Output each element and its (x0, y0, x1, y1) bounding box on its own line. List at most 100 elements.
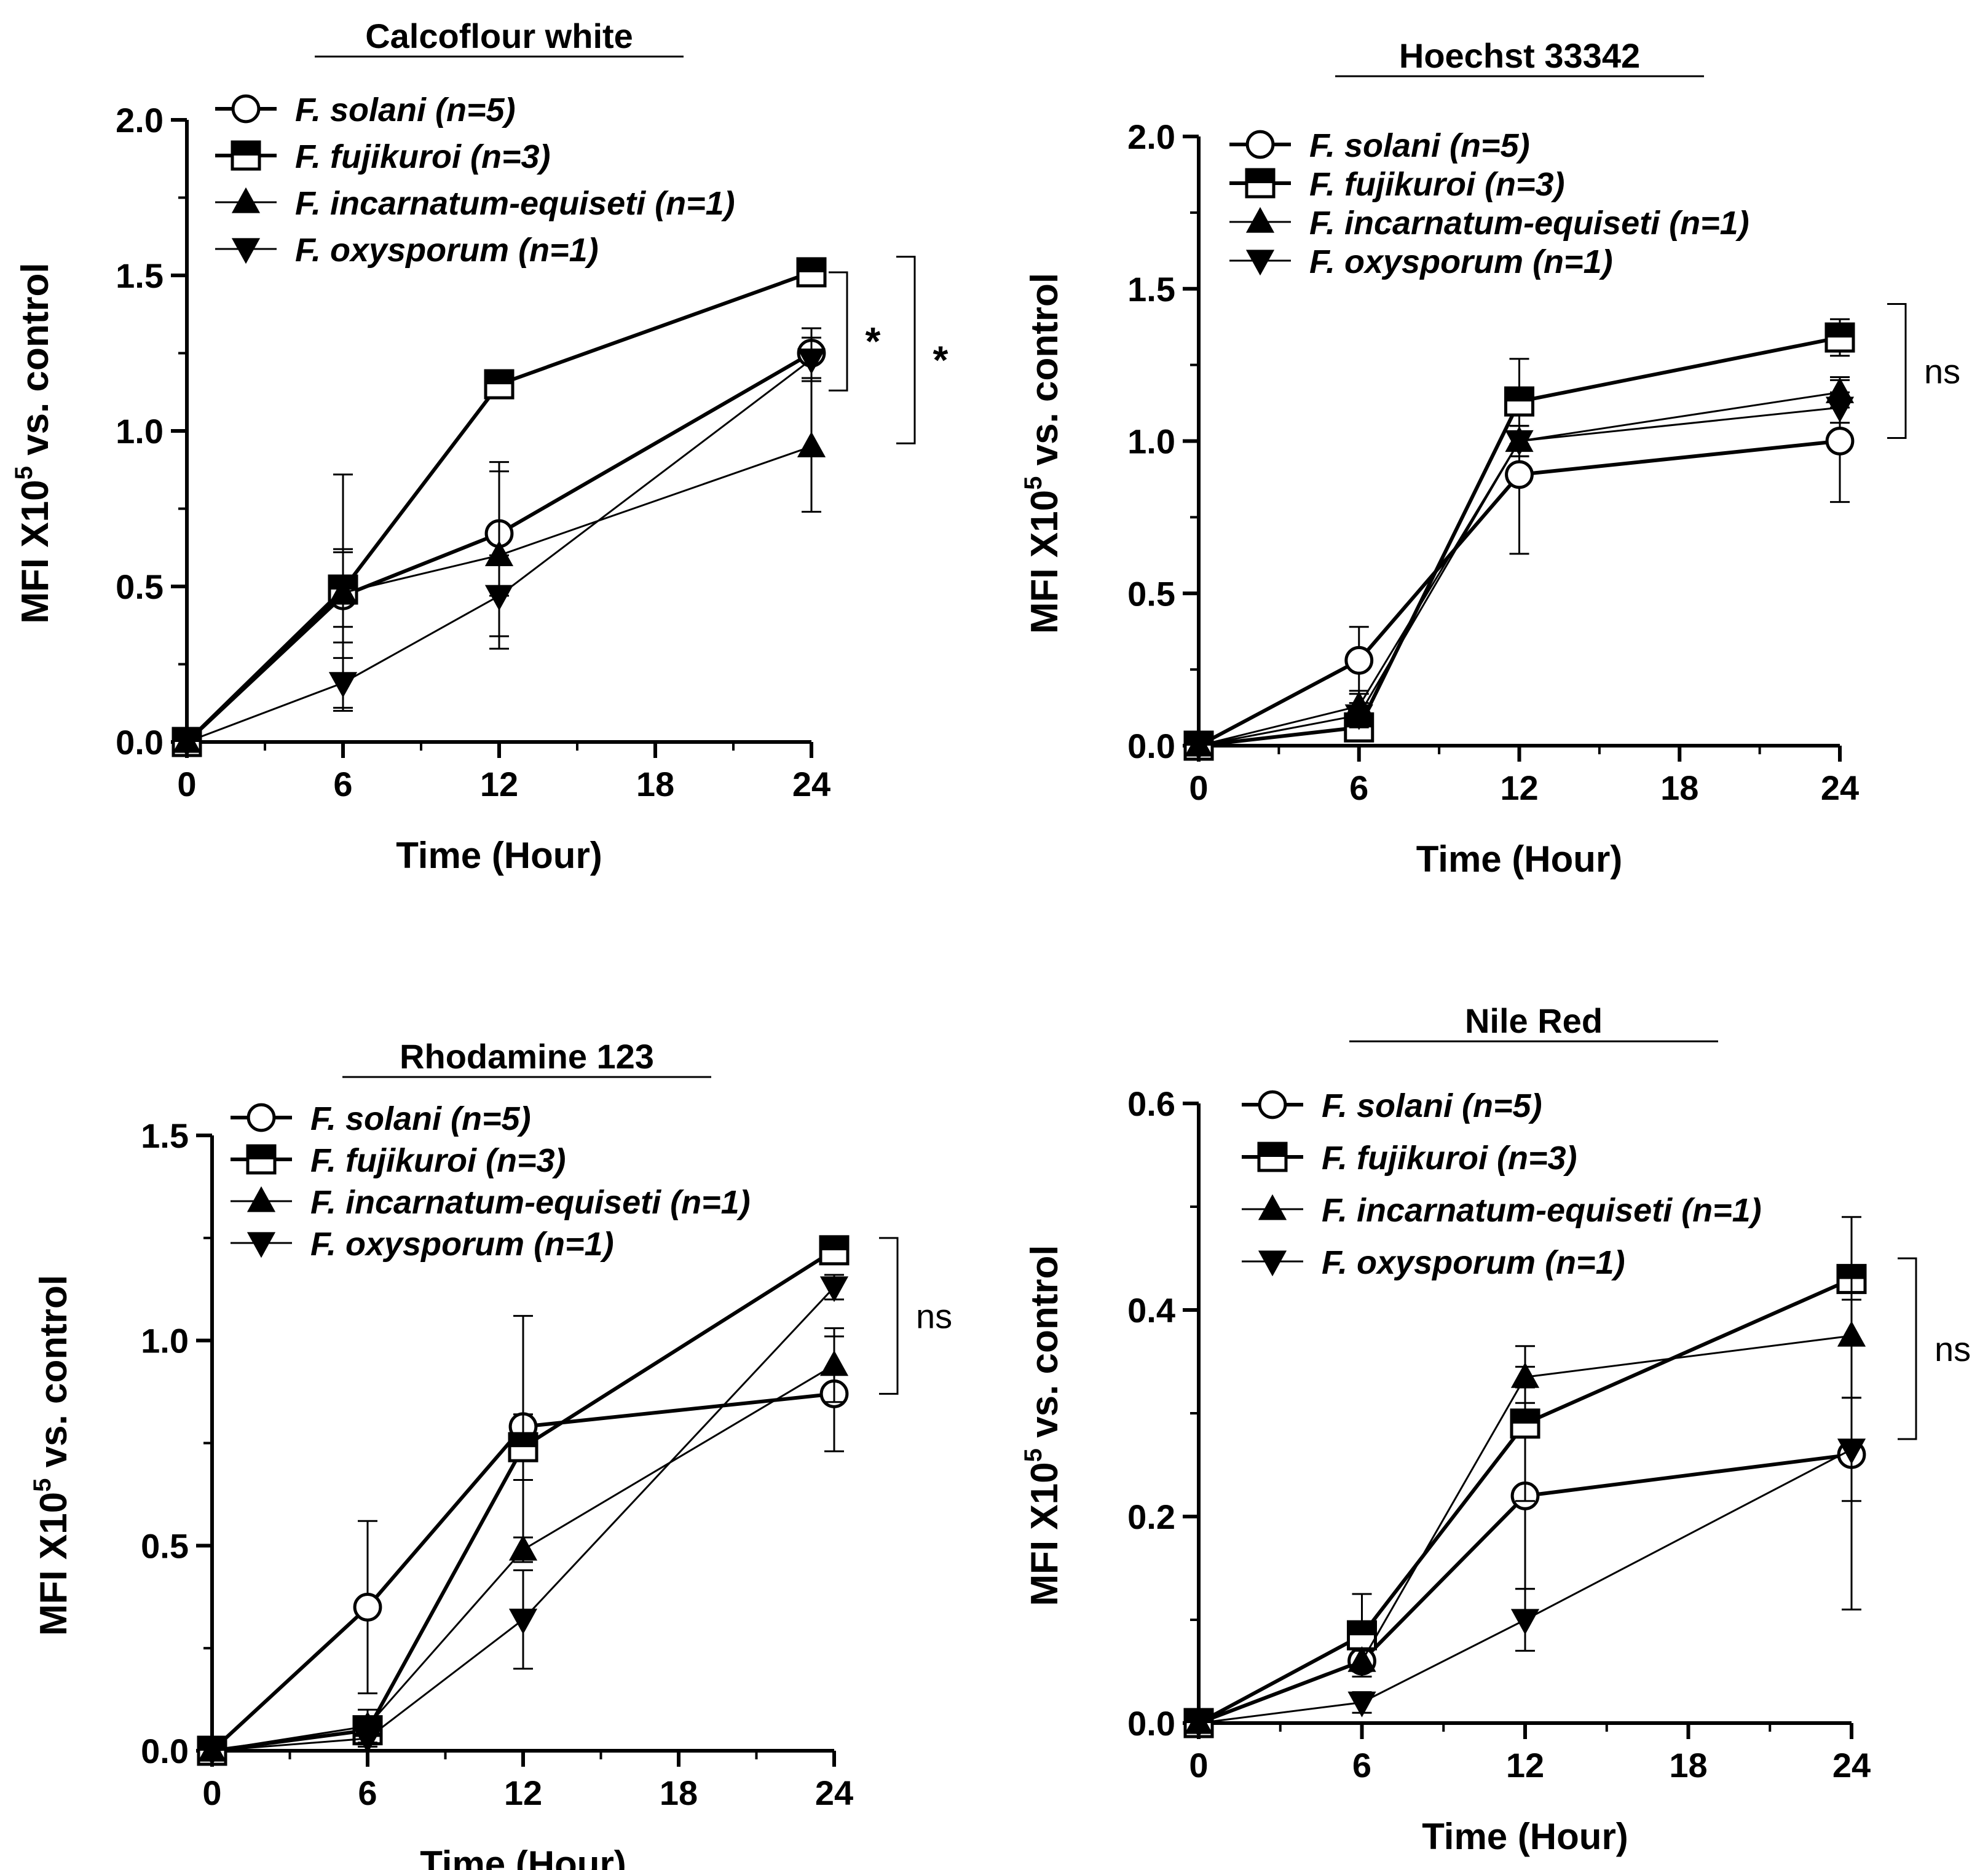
y-tick-label: 1.0 (1127, 422, 1175, 461)
legend-label: F. incarnatum-equiseti (n=1) (295, 185, 735, 222)
series-4 (1184, 1397, 1866, 1738)
legend-marker (247, 1186, 276, 1212)
legend-marker (231, 238, 261, 264)
data-point-marker (1510, 1362, 1540, 1388)
data-point-marker (1347, 1691, 1376, 1718)
x-tick-label: 18 (636, 765, 674, 803)
significance-label: ns (916, 1297, 952, 1336)
y-axis-label: MFI X105 vs. control (1020, 273, 1066, 634)
significance-label: * (933, 337, 949, 382)
legend-label: F. fujikuroi (n=3) (1322, 1140, 1577, 1177)
x-tick-label: 12 (504, 1773, 542, 1812)
y-axis-label-prefix: MFI X10 (1024, 1462, 1066, 1606)
series-4 (197, 1274, 849, 1766)
y-tick-label: 0.0 (1127, 1704, 1175, 1743)
legend-label: F. incarnatum-equiseti (n=1) (1322, 1192, 1762, 1229)
data-point-marker (484, 369, 515, 400)
x-axis-label: Time (Hour) (396, 835, 602, 876)
marker-square-fill (1838, 1265, 1865, 1279)
data-point-marker (484, 540, 514, 566)
significance-bracket: * (829, 271, 881, 392)
data-point-marker (1505, 460, 1534, 489)
legend-marker (1258, 1250, 1287, 1277)
legend-label: F. fujikuroi (n=3) (310, 1142, 566, 1179)
data-point-marker (819, 1235, 850, 1266)
series-3 (172, 380, 826, 753)
series-line (1197, 1277, 1853, 1725)
legend-item-4: F. oxysporum (n=1) (1242, 1244, 1625, 1281)
series-line (211, 1249, 835, 1753)
series-line (1198, 1448, 1852, 1724)
x-tick-label: 0 (202, 1773, 221, 1812)
data-point-marker (1505, 430, 1534, 456)
legend-item-1: F. solani (n=5) (215, 92, 516, 128)
y-axis-label-prefix: MFI X10 (33, 1492, 75, 1636)
x-tick-label: 12 (1506, 1746, 1544, 1785)
significance-bracket: ns (879, 1237, 952, 1395)
y-axis-label-exponent: 5 (29, 1478, 56, 1492)
legend-label: F. oxysporum (n=1) (310, 1226, 614, 1263)
y-tick-label: 0.5 (141, 1526, 189, 1565)
y-tick-label: 0.0 (116, 723, 164, 762)
chart-panel-3: Rhodamine 123 0.0 0.5 1.0 1.5 0 6 12 18 24 Time (H… (29, 1037, 952, 1870)
marker-square-fill (248, 1146, 275, 1159)
y-axis-label: MFI X105 vs. control (1020, 1245, 1066, 1606)
data-point-marker (1347, 1620, 1377, 1651)
marker-square-fill (1505, 388, 1533, 402)
legend-item-2: F. fujikuroi (n=3) (215, 138, 551, 175)
marker-square-fill (1826, 324, 1853, 338)
legend-item-1: F. solani (n=5) (1242, 1087, 1542, 1124)
y-tick-label: 1.0 (141, 1322, 189, 1360)
marker-square-fill (1259, 1143, 1286, 1157)
y-axis-label-suffix: vs. control (1024, 273, 1066, 476)
x-tick-label: 18 (1669, 1746, 1707, 1785)
y-axis-label-exponent: 5 (1020, 1448, 1047, 1462)
significance-bracket: * (896, 256, 949, 444)
legend-marker (1257, 1142, 1288, 1172)
legend-label: F. solani (n=5) (1322, 1087, 1542, 1124)
data-point-marker (1837, 1320, 1866, 1347)
y-axis-label-suffix: vs. control (1024, 1245, 1066, 1448)
data-point-marker (1184, 1712, 1213, 1738)
legend-item-4: F. oxysporum (n=1) (1229, 243, 1613, 280)
legend-marker (1245, 207, 1275, 233)
y-axis-label: MFI X105 vs. control (10, 262, 57, 623)
x-tick-label: 6 (333, 765, 352, 803)
data-point-marker (353, 1593, 382, 1622)
legend-item-2: F. fujikuroi (n=3) (231, 1142, 566, 1179)
legend-item-2: F. fujikuroi (n=3) (1242, 1140, 1577, 1177)
data-point-marker (819, 1276, 849, 1303)
legend-marker (1258, 1090, 1287, 1119)
y-tick-label: 0.5 (1127, 574, 1175, 613)
bracket-line (879, 1237, 899, 1395)
legend-item-3: F. incarnatum-equiseti (n=1) (231, 1184, 751, 1221)
y-tick-label: 0.0 (1127, 727, 1175, 765)
y-tick-label: 0.2 (1127, 1497, 1175, 1536)
data-point-marker (1347, 1646, 1376, 1672)
legend-label: F. solani (n=5) (1309, 127, 1530, 164)
data-point-marker (797, 349, 826, 374)
marker-square-fill (798, 258, 825, 272)
legend-item-3: F. incarnatum-equiseti (n=1) (215, 185, 735, 222)
x-tick-label: 6 (1352, 1746, 1371, 1785)
series-line (211, 1286, 835, 1752)
legend-label: F. oxysporum (n=1) (295, 232, 599, 269)
series-4 (172, 336, 826, 757)
data-point-marker (484, 585, 514, 611)
significance-label: * (866, 319, 881, 363)
y-tick-label: 1.5 (1127, 270, 1175, 309)
data-point-marker (1837, 1438, 1866, 1464)
legend-marker (247, 1103, 276, 1132)
y-tick-label: 0.5 (116, 567, 164, 606)
data-point-marker (508, 1608, 538, 1635)
legend-marker (1258, 1194, 1287, 1220)
significance-bracket: ns (1898, 1257, 1971, 1440)
chart-panel-1: Calcoflour white 0.0 0.5 1.0 1.5 2.0 0 6 12 18 24 T… (10, 17, 949, 876)
series-line (185, 351, 813, 744)
bracket-line (1898, 1257, 1917, 1440)
legend-marker (231, 187, 261, 213)
chart-title: Rhodamine 123 (400, 1037, 654, 1076)
y-tick-label: 1.5 (116, 256, 164, 295)
series-line (186, 358, 812, 743)
